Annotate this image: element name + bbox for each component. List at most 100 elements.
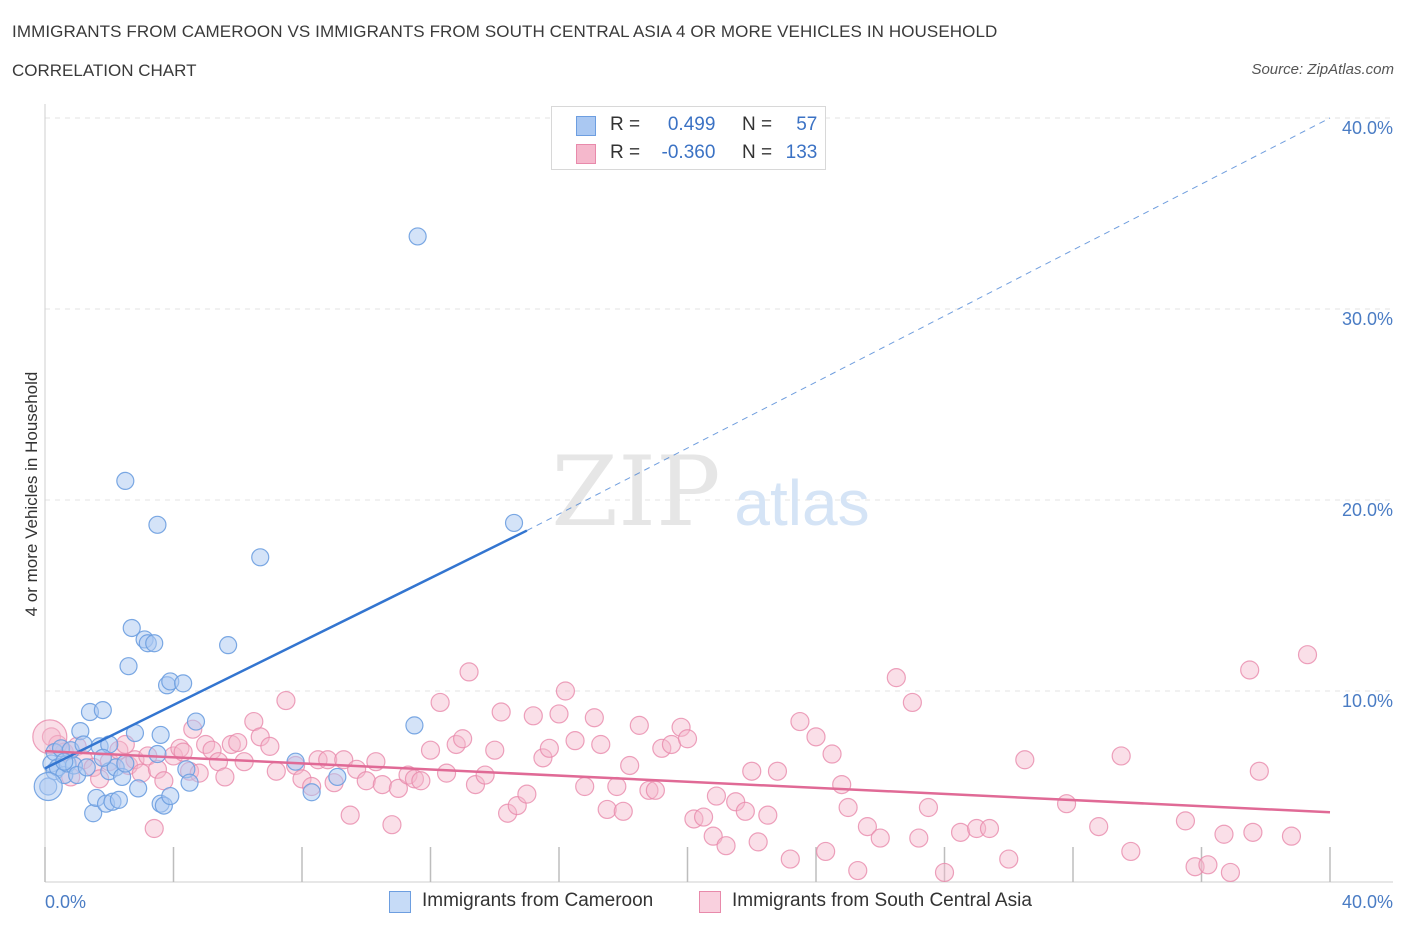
- point-south-central-asia-106: [870, 828, 890, 848]
- point-south-central-asia-13: [131, 763, 151, 783]
- point-south-central-asia-66: [523, 706, 543, 726]
- point-south-central-asia-70: [555, 681, 576, 701]
- point-south-central-asia-75: [597, 799, 617, 820]
- point-south-central-asia-93: [742, 761, 762, 781]
- watermark-zip: ZIP: [551, 436, 720, 548]
- chart-title: IMMIGRANTS FROM CAMEROON VS IMMIGRANTS F…: [12, 22, 998, 41]
- point-south-central-asia-43: [340, 805, 360, 825]
- point-south-central-asia-60: [475, 765, 495, 785]
- point-south-central-asia-76: [607, 776, 627, 797]
- point-south-central-asia-126: [1240, 660, 1260, 680]
- point-south-central-asia-53: [420, 740, 441, 760]
- point-south-central-asia-54: [430, 692, 450, 713]
- point-cameroon-50: [302, 783, 321, 802]
- point-cameroon-47: [219, 636, 238, 655]
- legend-swatch-pink: [576, 144, 596, 164]
- point-south-central-asia-125: [1220, 862, 1241, 883]
- legend-r-label: R =: [610, 114, 641, 135]
- point-south-central-asia-71: [565, 731, 585, 751]
- point-south-central-asia-63: [498, 803, 518, 823]
- point-south-central-asia-85: [677, 729, 698, 749]
- point-south-central-asia-121: [1175, 811, 1196, 831]
- point-cameroon-31: [116, 471, 135, 490]
- point-cameroon-46: [186, 712, 206, 731]
- point-south-central-asia-99: [806, 727, 826, 747]
- x-tick-label-max: 40.0%: [1342, 892, 1393, 912]
- y-tick-label-3: 40.0%: [1342, 118, 1393, 138]
- point-south-central-asia-48: [382, 815, 402, 835]
- correlation-legend: R = 0.499 N = 57 R = -0.360 N = 133: [551, 106, 826, 170]
- legend-swatch-blue: [389, 891, 411, 913]
- point-south-central-asia-61: [485, 740, 505, 760]
- point-south-central-asia-115: [999, 849, 1019, 869]
- point-south-central-asia-116: [1015, 750, 1035, 770]
- point-south-central-asia-16: [144, 818, 164, 839]
- point-south-central-asia-124: [1214, 824, 1234, 844]
- point-cameroon-35: [148, 744, 167, 764]
- point-south-central-asia-29: [228, 732, 248, 753]
- point-south-central-asia-120: [1121, 841, 1141, 862]
- watermark-atlas: atlas: [734, 467, 869, 539]
- point-south-central-asia-95: [758, 805, 778, 825]
- point-south-central-asia-52: [411, 771, 431, 791]
- legend-r-label: R =: [610, 142, 641, 163]
- point-south-central-asia-129: [1281, 826, 1302, 846]
- point-south-central-asia-104: [848, 860, 868, 881]
- point-south-central-asia-33: [260, 736, 280, 756]
- point-south-central-asia-110: [918, 797, 939, 818]
- point-cameroon-43: [174, 674, 193, 693]
- point-south-central-asia-65: [517, 784, 537, 804]
- point-south-central-asia-86: [684, 809, 704, 829]
- legend-n-value: 57: [796, 114, 818, 135]
- point-south-central-asia-83: [661, 734, 682, 755]
- point-south-central-asia-80: [639, 780, 659, 800]
- point-south-central-asia-127: [1243, 822, 1263, 842]
- point-south-central-asia-108: [902, 692, 922, 713]
- point-south-central-asia-34: [266, 761, 286, 781]
- point-south-central-asia-88: [703, 826, 723, 846]
- point-south-central-asia-114: [979, 818, 1000, 839]
- point-cameroon-38: [148, 515, 167, 534]
- point-south-central-asia-27: [215, 767, 235, 787]
- chart-subtitle: CORRELATION CHART: [12, 61, 197, 80]
- point-cameroon-51: [328, 767, 347, 787]
- grid-lines: [45, 117, 1393, 692]
- point-cameroon-53: [408, 227, 427, 246]
- point-south-central-asia-111: [934, 862, 955, 883]
- point-south-central-asia-98: [790, 711, 810, 732]
- point-cameroon-41: [161, 786, 180, 806]
- point-south-central-asia-68: [539, 738, 559, 758]
- point-south-central-asia-97: [780, 849, 800, 869]
- point-south-central-asia-47: [372, 774, 392, 795]
- legend-label-south-central-asia: Immigrants from South Central Asia: [732, 890, 1032, 911]
- point-south-central-asia-89: [706, 786, 727, 806]
- point-cameroon-45: [180, 773, 199, 792]
- point-south-central-asia-128: [1249, 761, 1269, 781]
- point-south-central-asia-109: [909, 828, 929, 848]
- trend-line-cameroon: [44, 529, 528, 770]
- point-south-central-asia-81: [645, 780, 665, 800]
- point-cameroon-34: [145, 634, 164, 653]
- point-south-central-asia-58: [459, 662, 479, 682]
- legend-n-value: 133: [785, 142, 818, 163]
- series-cameroon-points: [33, 227, 524, 823]
- point-south-central-asia-103: [838, 797, 858, 818]
- point-south-central-asia-96: [767, 761, 788, 781]
- legend-swatch-blue: [576, 116, 596, 136]
- point-south-central-asia-112: [950, 822, 971, 842]
- point-south-central-asia-100: [816, 841, 836, 862]
- point-south-central-asia-67: [533, 748, 553, 768]
- point-cameroon-26: [116, 754, 135, 773]
- trend-line-south-central-asia: [44, 749, 1331, 814]
- legend-r-value: -0.360: [661, 142, 716, 163]
- point-south-central-asia-118: [1089, 817, 1109, 837]
- point-south-central-asia-123: [1198, 855, 1218, 875]
- x-tick-label-min: 0.0%: [45, 892, 86, 912]
- y-tick-labels: 10.0% 20.0% 30.0% 40.0%: [1342, 118, 1393, 711]
- point-cameroon-18: [93, 700, 112, 720]
- point-south-central-asia-77: [613, 801, 633, 821]
- point-south-central-asia-49: [388, 778, 408, 799]
- point-south-central-asia-90: [716, 836, 736, 856]
- point-cameroon-52: [405, 716, 424, 735]
- point-cameroon-56: [93, 748, 112, 767]
